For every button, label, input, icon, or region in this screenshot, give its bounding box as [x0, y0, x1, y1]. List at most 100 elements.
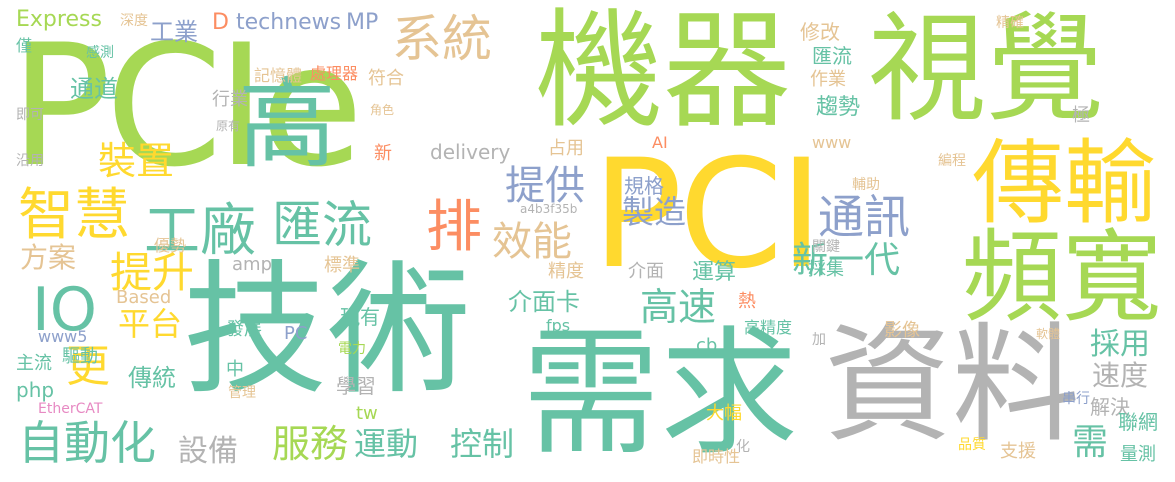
word-manufacturing: 製造	[622, 193, 687, 231]
word-adopt: 採用	[1090, 327, 1150, 362]
word-specification: 規格	[624, 174, 664, 198]
word-cb: cb	[696, 335, 718, 356]
word-image: 影像	[884, 320, 920, 341]
word-software: 軟體	[1036, 327, 1061, 341]
word-communication: 通訊	[818, 190, 910, 244]
word-ethercat: EtherCAT	[38, 401, 103, 417]
word-capture: 採集	[808, 259, 844, 280]
word-advantage: 優勢	[154, 236, 187, 255]
word-pc: PC	[284, 323, 308, 344]
word-io: IO	[32, 275, 97, 345]
word-processor: 處理器	[310, 64, 359, 83]
word-speed: 速度	[1092, 359, 1149, 392]
word-conform: 符合	[368, 68, 404, 89]
word-substantial: 大幅	[706, 403, 742, 424]
word-mainstream: 主流	[16, 353, 52, 374]
word-www5: www5	[38, 327, 88, 346]
word-demand: 需求	[522, 313, 799, 474]
word-precision: 精度	[548, 261, 584, 282]
word-fps: fps	[546, 316, 571, 335]
word-industrial: 工業	[150, 18, 198, 46]
word-learning: 學習	[336, 374, 376, 398]
word-new-generation: 新一代	[792, 240, 901, 281]
word-assist: 輔助	[852, 177, 880, 193]
word-driver: 驅動	[62, 346, 98, 367]
word-service: 服務	[272, 422, 349, 466]
word-channel: 通道	[70, 75, 118, 103]
word-solve: 解決	[1090, 395, 1130, 419]
word-compute: 運算	[692, 260, 737, 285]
word-amp: amp	[232, 254, 272, 275]
word-continue: 沿用	[16, 153, 44, 169]
word-provide: 提供	[505, 163, 585, 209]
word-high-speed: 高速	[640, 285, 717, 329]
word-bandwidth: 頻寬	[962, 219, 1162, 336]
word-heat: 熱	[738, 291, 756, 312]
word-pci: PCI	[592, 128, 823, 302]
word-ize: 化	[736, 439, 750, 455]
word-measure: 量測	[1120, 444, 1156, 465]
word-programming: 編程	[938, 153, 966, 169]
word-more: 更	[66, 341, 110, 392]
word-pole: 極	[1072, 105, 1090, 126]
word-bus-small: 匯流	[812, 44, 852, 68]
word-technology: 技術	[183, 246, 472, 414]
word-standard: 標準	[324, 255, 360, 276]
word-interface-card: 介面卡	[508, 288, 580, 316]
word-technews: technews	[236, 10, 342, 35]
word-serial: 串行	[1062, 391, 1090, 407]
word-solution: 方案	[20, 241, 77, 274]
word-a4b3f35b: a4b3f35b	[520, 202, 578, 216]
word-motion: 運動	[354, 425, 419, 463]
word-add: 加	[812, 332, 826, 348]
word-new: 新	[374, 143, 392, 164]
word-www: www	[812, 133, 852, 152]
word-interface: 介面	[628, 261, 664, 282]
word-sensing: 感測	[86, 45, 114, 61]
word-factory: 工廠	[144, 199, 256, 264]
word-improve: 提升	[110, 248, 195, 297]
word-equipment: 設備	[178, 434, 238, 469]
word-middle: 中	[226, 359, 244, 380]
word-smart: 智慧	[18, 183, 130, 248]
word-vision: 視覺	[868, 0, 1105, 138]
word-occupy: 占用	[548, 138, 584, 159]
word-existing: 現有	[340, 305, 380, 329]
word-industry: 行業	[212, 89, 248, 110]
word-trend: 趨勢	[816, 95, 861, 120]
word-work: 作業	[810, 69, 846, 90]
word-device: 裝置	[98, 139, 175, 183]
word-ai: AI	[652, 133, 668, 152]
word-support: 支援	[1000, 441, 1036, 462]
word-express: Express	[16, 7, 102, 32]
word-role: 角色	[370, 103, 395, 117]
word-need: 需	[1072, 422, 1109, 463]
word-traditional: 傳統	[128, 364, 176, 392]
word-tw: tw	[356, 403, 378, 424]
word-pcie: PCIe	[10, 8, 364, 204]
word-iot: 聯網	[1118, 410, 1158, 434]
word-quality: 品質	[958, 437, 986, 453]
word-only: 僅	[16, 36, 33, 55]
word-high-precision: 高精度	[744, 318, 793, 337]
word-transmission: 傳輸	[972, 130, 1157, 237]
word-d: D	[212, 10, 229, 35]
word-accurate: 精確	[996, 15, 1024, 31]
word-memory: 記憶體	[254, 66, 303, 85]
word-platform: 平台	[118, 305, 183, 343]
word-develop: 發展	[226, 319, 262, 340]
word-modify: 修改	[800, 20, 840, 44]
word-performance: 效能	[492, 219, 572, 265]
word-delivery: delivery	[430, 140, 511, 164]
word-based: Based	[116, 287, 172, 308]
word-available: 即可	[16, 107, 44, 123]
word-machine: 機器	[535, 0, 792, 146]
word-bus: 匯流	[272, 196, 372, 254]
word-automation: 自動化	[18, 416, 156, 470]
word-depth: 深度	[120, 13, 148, 29]
word-row: 排	[426, 195, 482, 260]
word-system: 系統	[392, 10, 492, 68]
word-control: 控制	[450, 425, 515, 463]
word-power: 電力	[338, 341, 366, 357]
